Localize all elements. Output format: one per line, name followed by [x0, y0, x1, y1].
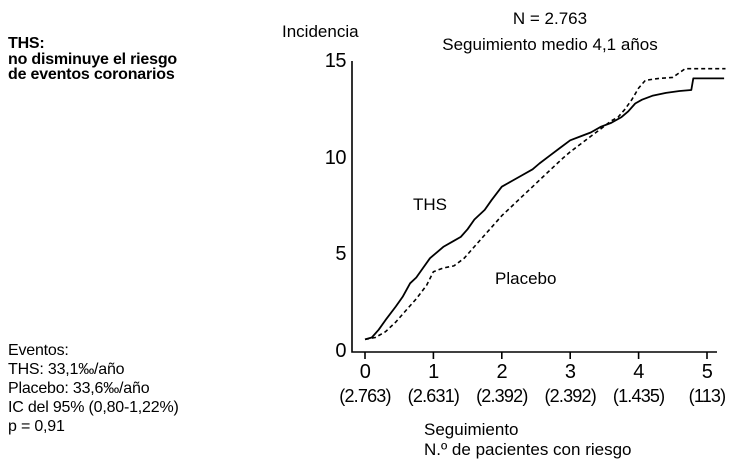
patients-at-risk-count: (2.392) — [476, 386, 528, 406]
events-summary: Eventos: THS: 33,1‰/año Placebo: 33,6‰/a… — [8, 341, 278, 436]
patients-at-risk-count: (2.763) — [339, 386, 391, 406]
ths-curve-label: THS — [413, 195, 447, 214]
x-tick-group: 0 (2.763) — [320, 359, 410, 407]
events-placebo-rate: Placebo: 33,6‰/año — [8, 380, 150, 397]
y-tick-label: 5 — [335, 243, 346, 266]
x-tick-label: 0 — [359, 361, 371, 383]
x-axis-caption: Seguimiento N.º de pacientes con riesgo — [424, 420, 632, 459]
headline-line-2: no disminuye el riesgo — [8, 50, 177, 68]
patients-at-risk-caption: N.º de pacientes con riesgo — [424, 439, 632, 459]
placebo-curve-label: Placebo — [495, 269, 557, 288]
study-note: N = 2.763 Seguimiento medio 4,1 años — [360, 6, 730, 58]
x-tick-label: 2 — [496, 361, 508, 383]
x-tick-marks — [364, 352, 708, 359]
patients-at-risk-count: (1.435) — [612, 386, 665, 406]
study-size-note: N = 2.763 — [512, 9, 588, 28]
headline-line-1: THS: — [8, 35, 45, 52]
series-line-placebo — [364, 67, 726, 341]
x-tick-group: 1 (2.631) — [388, 359, 478, 407]
patients-at-risk-count: (113) — [688, 386, 726, 406]
x-tick-label: 1 — [428, 361, 439, 383]
figure-headline: THS: no disminuye el riesgo de eventos c… — [8, 36, 258, 83]
x-tick-label: 4 — [633, 361, 644, 383]
headline-line-3: de eventos coronarios — [8, 66, 175, 83]
y-tick-label: 0 — [335, 340, 346, 362]
events-confidence-interval: IC del 95% (0,80-1,22%) — [8, 399, 179, 416]
patients-at-risk-count: (2.631) — [407, 386, 460, 406]
x-tick-group: 5 (113) — [662, 359, 730, 407]
y-axis-title: Incidencia — [282, 22, 359, 41]
x-tick-label: 5 — [701, 361, 713, 383]
x-axis-title: Seguimiento — [424, 420, 519, 439]
x-tick-group: 4 (1.435) — [594, 359, 684, 407]
y-tick-label: 15 — [324, 50, 347, 72]
events-title: Eventos: — [8, 342, 69, 359]
followup-note: Seguimiento medio 4,1 años — [442, 35, 658, 54]
x-tick-group: 2 (2.392) — [457, 359, 547, 407]
survival-curves — [364, 67, 726, 341]
series-line-ths — [364, 77, 725, 341]
x-tick-group: 3 (2.392) — [525, 359, 615, 407]
axis-lines — [351, 61, 717, 353]
x-tick-label: 3 — [564, 361, 576, 383]
y-tick-label: 10 — [324, 146, 347, 169]
events-p-value: p = 0,91 — [8, 418, 65, 435]
patients-at-risk-count: (2.392) — [544, 386, 596, 406]
events-ths-rate: THS: 33,1‰/año — [8, 361, 125, 378]
